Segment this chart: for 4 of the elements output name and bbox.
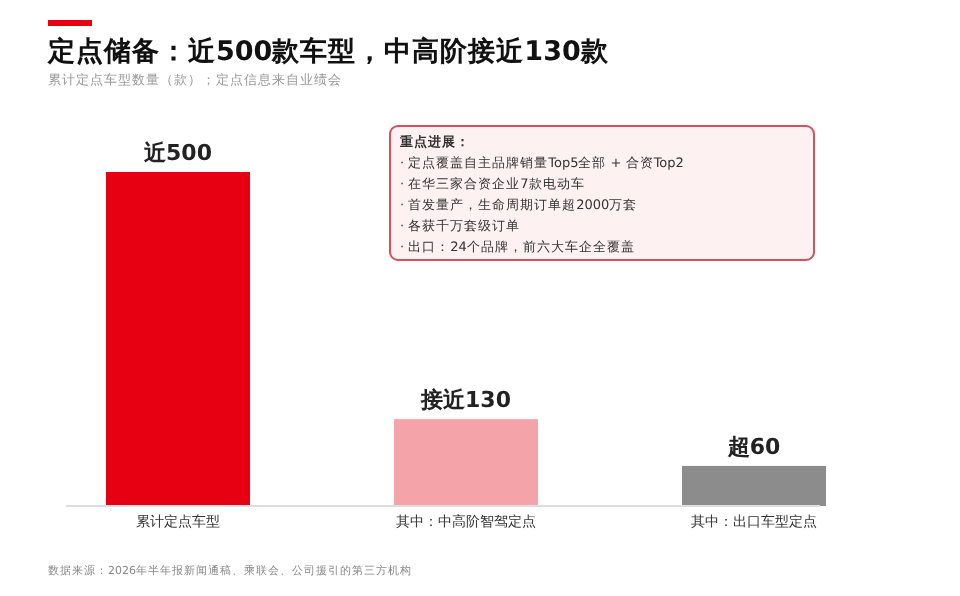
chart-title: 定点储备：近500款车型，中高阶接近130款 [46,34,611,68]
data-label: 接近130 [419,387,512,414]
data-label: 超60 [725,433,781,460]
data-label: 近500 [142,140,213,166]
